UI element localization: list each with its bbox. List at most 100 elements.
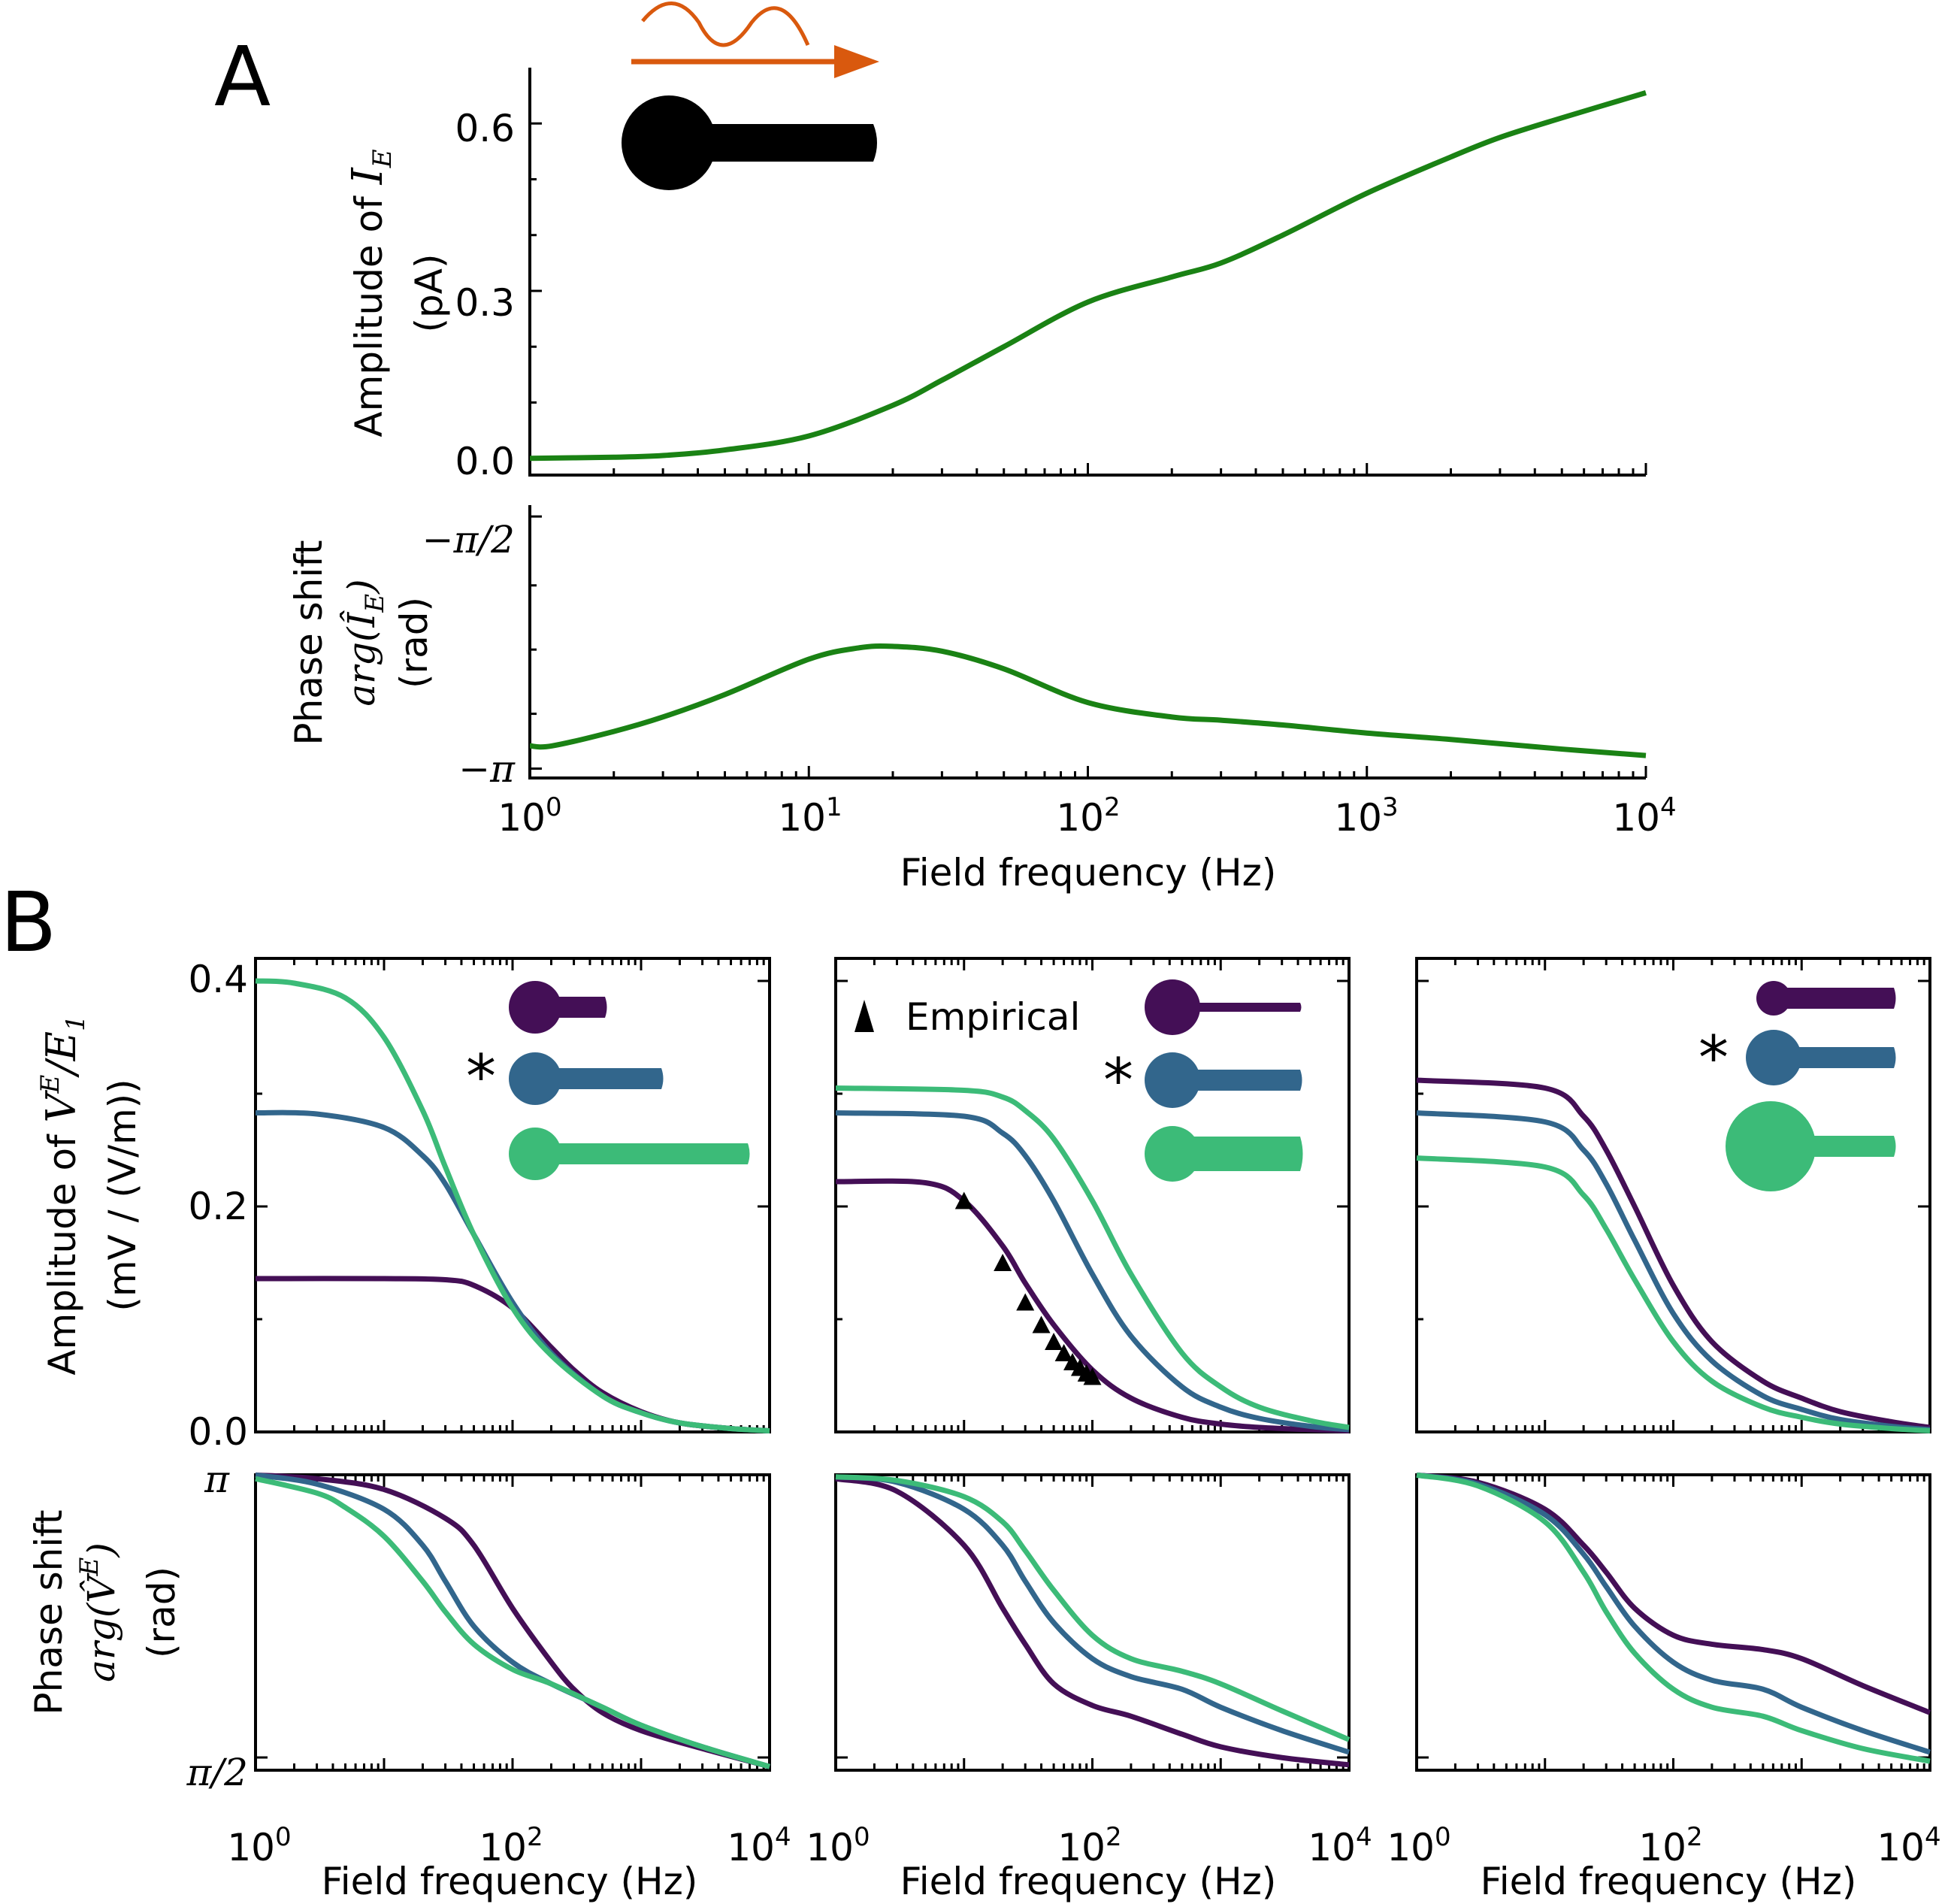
- panel-a-phase-axes: [528, 505, 1647, 779]
- neuron-icon: [622, 95, 877, 190]
- empirical-label: Empirical: [906, 995, 1080, 1039]
- ylabel-text: Amplitude of: [347, 184, 391, 437]
- ylabel-unit: (mV / (V/m)): [101, 1079, 144, 1311]
- empirical-point: [1016, 1293, 1035, 1311]
- panel-b-amplitude-dendrite-length: [254, 957, 771, 1433]
- xtick-1e2: 102: [1638, 1822, 1702, 1869]
- axes-frame: [254, 957, 771, 1433]
- ylabel-superscript: E: [74, 1557, 104, 1577]
- ylabel-unit: (rad): [140, 1566, 183, 1658]
- series-line-purple: [1416, 1472, 1931, 1715]
- series-line-teal: [255, 1476, 770, 1769]
- panel-b-col1-xaxis: 100 102 104 Field frequency (Hz): [227, 1822, 791, 1903]
- series-line-blue: [1416, 1110, 1931, 1433]
- series-line-blue: [1416, 1472, 1931, 1755]
- neuron-icon-medium-dendrite: [509, 1052, 664, 1105]
- series-line-teal: [255, 978, 770, 1433]
- axes-frame: [254, 1473, 771, 1772]
- b-ytick-0.4: 0.4: [188, 958, 248, 1001]
- panel-b-phase-soma-size: [1415, 1472, 1931, 1772]
- ylabel-subscript: 1: [61, 1015, 91, 1031]
- panel-b-col2-xaxis: 100 102 104 Field frequency (Hz): [806, 1822, 1372, 1903]
- series-line-teal: [835, 1085, 1350, 1430]
- legend-col2: Empirical *: [854, 979, 1303, 1182]
- svg-text:arg(ÎE): arg(ÎE): [339, 579, 390, 706]
- xtick-1e4: 104: [1877, 1822, 1940, 1869]
- ylabel-text: Phase shift: [287, 540, 331, 745]
- neuron-icon-thick-dendrite: [1145, 1126, 1303, 1182]
- xtick-1e4: 104: [1612, 792, 1676, 840]
- series-line-blue: [835, 1110, 1350, 1433]
- panel-b-col1-xlabel: Field frequency (Hz): [322, 1860, 698, 1903]
- ylabel-symbol: I: [343, 166, 392, 185]
- series-line-teal: [835, 1474, 1351, 1742]
- panel-a-phase-ylabel: Phase shift arg(ÎE) (rad): [287, 540, 436, 745]
- series-line-blue: [255, 1472, 770, 1769]
- panel-a-xticks: 100 101 102 103 104: [498, 792, 1676, 840]
- panel-b-amplitude-soma-size: [1415, 957, 1931, 1433]
- panel-b-col2-xlabel: Field frequency (Hz): [900, 1860, 1277, 1903]
- field-direction-arrow-icon: [631, 45, 879, 78]
- empirical-point: [1083, 1367, 1102, 1385]
- legend-col3: *: [1698, 981, 1896, 1191]
- series-line-teal: [1416, 1155, 1931, 1433]
- empirical-point: [994, 1254, 1012, 1271]
- neuron-icon-small-soma: [1756, 981, 1896, 1016]
- xtick-1e2: 102: [479, 1822, 543, 1869]
- ylabel-text: Amplitude of: [41, 1122, 84, 1375]
- xtick-1e3: 103: [1334, 792, 1398, 840]
- panel-a-amplitude-plot: Amplitude of IE (pA) 0.6 0.3 0.0: [343, 2, 1647, 483]
- xtick-1e2: 102: [1057, 1822, 1121, 1869]
- svg-text:Amplitude of IE: Amplitude of IE: [343, 149, 398, 437]
- xtick-1e0: 100: [1387, 1822, 1450, 1869]
- xtick-1e2: 102: [1056, 792, 1120, 840]
- empirical-point: [954, 1191, 973, 1209]
- series-line-purple: [835, 1476, 1350, 1768]
- reference-star: *: [1698, 1023, 1729, 1093]
- empirical-point: [1032, 1315, 1051, 1333]
- neuron-icon-medium-soma: [1746, 1030, 1896, 1085]
- ytick-0.0: 0.0: [455, 440, 515, 483]
- panel-b-phase-ylabel: Phase shift arg(V̂E) (rad): [27, 1509, 183, 1715]
- ylabel-symbol: arg(V̂: [79, 1573, 123, 1682]
- ytick-minus-pi-half: −π/2: [422, 518, 515, 562]
- neuron-icon-large-soma: [1726, 1101, 1896, 1191]
- panel-a-xlabel: Field frequency (Hz): [900, 851, 1277, 894]
- xtick-1e0: 100: [806, 1822, 870, 1869]
- xtick-1e4: 104: [1308, 1822, 1372, 1869]
- panel-a-phase-plot: Phase shift arg(ÎE) (rad) −π/2 −π 100 10…: [287, 505, 1677, 894]
- neuron-icon-short-dendrite: [509, 981, 607, 1034]
- neuron-icon-medium-dendrite: [1145, 1052, 1302, 1108]
- panel-b-phase-dendrite-diameter: [834, 1473, 1351, 1772]
- xtick-1e0: 100: [498, 792, 561, 840]
- reference-star: *: [466, 1042, 496, 1112]
- empirical-point: [1045, 1333, 1063, 1350]
- neuron-icon-thin-dendrite: [1145, 979, 1302, 1035]
- ytick-0.3: 0.3: [455, 281, 515, 325]
- b-ytick-0.2: 0.2: [188, 1185, 248, 1228]
- reference-star: *: [1103, 1046, 1133, 1115]
- ylabel-subscript: E: [368, 149, 398, 168]
- panel-b-amplitude-ylabel: Amplitude of VE/E1 (mV / (V/m)): [35, 1015, 144, 1375]
- panel-b-col3-xaxis: 100 102 104 Field frequency (Hz): [1387, 1822, 1940, 1903]
- b-ytick-0.0: 0.0: [188, 1410, 248, 1454]
- xtick-1e0: 100: [227, 1822, 291, 1869]
- panel-b-phase-dendrite-length: [254, 1472, 771, 1772]
- xtick-1e1: 101: [778, 792, 842, 840]
- panel-b-col3-xlabel: Field frequency (Hz): [1481, 1860, 1857, 1903]
- xtick-1e4: 104: [727, 1822, 791, 1869]
- ylabel-close: ): [80, 1542, 123, 1558]
- panel-label-b: B: [0, 874, 56, 970]
- ylabel-symbol: arg(Î: [339, 610, 383, 706]
- panel-a-amplitude-ylabel: Amplitude of IE (pA): [343, 149, 451, 437]
- axes-frame: [1415, 957, 1931, 1433]
- series-line-purple: [1416, 1077, 1931, 1430]
- series-line-blue: [835, 1474, 1351, 1755]
- neuron-icon-long-dendrite: [509, 1128, 750, 1180]
- series-line-teal: [1416, 1472, 1931, 1764]
- ylabel-subscript: E: [360, 594, 390, 613]
- series-line-green: [529, 90, 1647, 462]
- ylabel-superscript: E: [35, 1074, 65, 1094]
- svg-text:Amplitude of VE/E1: Amplitude of VE/E1: [35, 1015, 91, 1375]
